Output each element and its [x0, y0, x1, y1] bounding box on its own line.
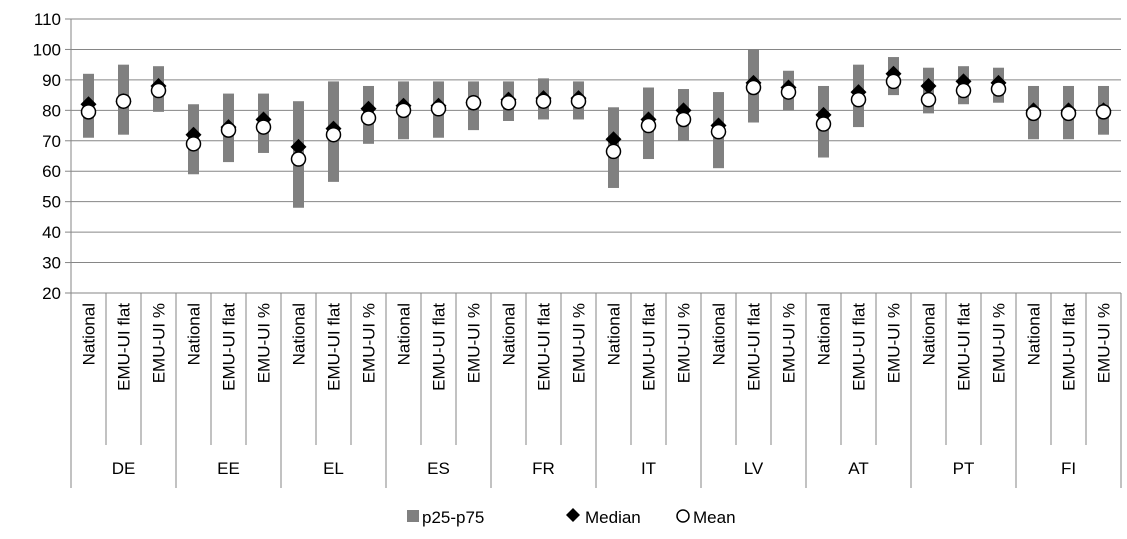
median-marker-it-0: [605, 131, 622, 148]
mean-marker-fr-0: [500, 94, 517, 111]
mean-marker-lv-2: [780, 84, 797, 100]
mean-marker-it-0: [605, 143, 622, 160]
mean-marker-fr-2: [570, 93, 587, 109]
item-label: EMU-UI flat: [220, 303, 239, 391]
item-label: EMU-UI %: [150, 303, 169, 383]
median-marker-pt-0: [920, 77, 937, 94]
legend-label-median: Median: [585, 508, 641, 527]
y-tick-label: 110: [34, 10, 61, 29]
legend-swatch-p25-p75: [407, 510, 419, 522]
y-tick-label: 100: [33, 40, 61, 59]
mean-marker-el-0: [290, 151, 307, 167]
group-label-ee: EE: [217, 459, 240, 478]
mean-marker-pt-1: [955, 82, 972, 99]
mean-marker-de-1: [115, 93, 132, 109]
item-label: National: [500, 303, 519, 365]
median-marker-el-0: [290, 138, 307, 155]
legend-label-p25-p75: p25-p75: [422, 508, 484, 527]
group-label-de: DE: [112, 459, 136, 478]
item-label: EMU-UI flat: [535, 303, 554, 391]
item-label: EMU-UI flat: [325, 303, 344, 391]
mean-marker-de-0: [80, 104, 97, 120]
mean-marker-fi-2: [1095, 104, 1112, 120]
mean-marker-el-1: [325, 126, 342, 143]
item-label: EMU-UI flat: [115, 303, 134, 391]
group-label-lv: LV: [744, 459, 764, 478]
item-label: EMU-UI %: [255, 303, 274, 383]
item-label: National: [815, 303, 834, 365]
item-label: EMU-UI %: [465, 303, 484, 383]
legend-label-mean: Mean: [693, 508, 736, 527]
item-label: EMU-UI flat: [1060, 303, 1079, 391]
item-label: National: [185, 303, 204, 365]
group-label-fi: FI: [1061, 459, 1076, 478]
item-label: EMU-UI flat: [745, 303, 764, 391]
mean-marker-es-2: [465, 94, 482, 111]
y-tick-label: 80: [42, 101, 61, 120]
item-label: National: [710, 303, 729, 365]
mean-marker-fi-0: [1025, 105, 1042, 122]
mean-marker-pt-0: [920, 91, 937, 108]
y-tick-label: 30: [42, 254, 61, 273]
item-label: EMU-UI flat: [430, 303, 449, 391]
group-label-fr: FR: [532, 459, 555, 478]
item-label: EMU-UI %: [570, 303, 589, 383]
y-tick-label: 50: [42, 193, 61, 212]
mean-marker-es-1: [430, 101, 447, 117]
mean-marker-lv-1: [745, 79, 762, 96]
mean-marker-es-0: [395, 102, 412, 119]
legend-swatch-median: [566, 508, 580, 522]
item-label: National: [395, 303, 414, 365]
mean-marker-it-1: [640, 117, 657, 134]
mean-marker-ee-1: [220, 122, 237, 138]
mean-marker-fr-1: [535, 93, 552, 109]
item-label: EMU-UI %: [675, 303, 694, 383]
item-label: EMU-UI %: [780, 303, 799, 383]
item-label: National: [80, 303, 99, 365]
y-tick-label: 20: [42, 284, 61, 303]
group-label-pt: PT: [953, 459, 975, 478]
mean-marker-it-2: [675, 111, 692, 128]
mean-marker-fi-1: [1060, 105, 1077, 122]
mean-marker-pt-2: [990, 81, 1007, 97]
mean-marker-ee-0: [185, 136, 202, 152]
item-label: EMU-UI flat: [955, 303, 974, 391]
item-label: National: [605, 303, 624, 365]
mean-marker-at-0: [815, 116, 832, 132]
item-label: National: [920, 303, 939, 365]
item-label: EMU-UI flat: [850, 303, 869, 391]
mean-marker-el-2: [360, 110, 377, 126]
mean-marker-at-1: [850, 91, 867, 108]
item-label: EMU-UI %: [1095, 303, 1114, 383]
group-label-es: ES: [427, 459, 450, 478]
group-label-el: EL: [323, 459, 344, 478]
item-label: EMU-UI %: [990, 303, 1009, 383]
mean-marker-at-2: [885, 73, 902, 90]
item-label: EMU-UI %: [360, 303, 379, 383]
y-tick-label: 90: [42, 71, 61, 90]
item-label: National: [1025, 303, 1044, 365]
y-tick-label: 60: [42, 162, 61, 181]
y-tick-label: 70: [42, 132, 61, 151]
item-label: EMU-UI flat: [640, 303, 659, 391]
y-tick-label: 40: [42, 223, 61, 242]
item-label: EMU-UI %: [885, 303, 904, 383]
mean-marker-ee-2: [255, 119, 272, 135]
legend-swatch-mean: [676, 509, 690, 523]
group-label-at: AT: [848, 459, 868, 478]
item-label: National: [290, 303, 309, 365]
group-label-it: IT: [641, 459, 656, 478]
mean-marker-lv-0: [710, 123, 727, 140]
mean-marker-de-2: [150, 82, 167, 99]
